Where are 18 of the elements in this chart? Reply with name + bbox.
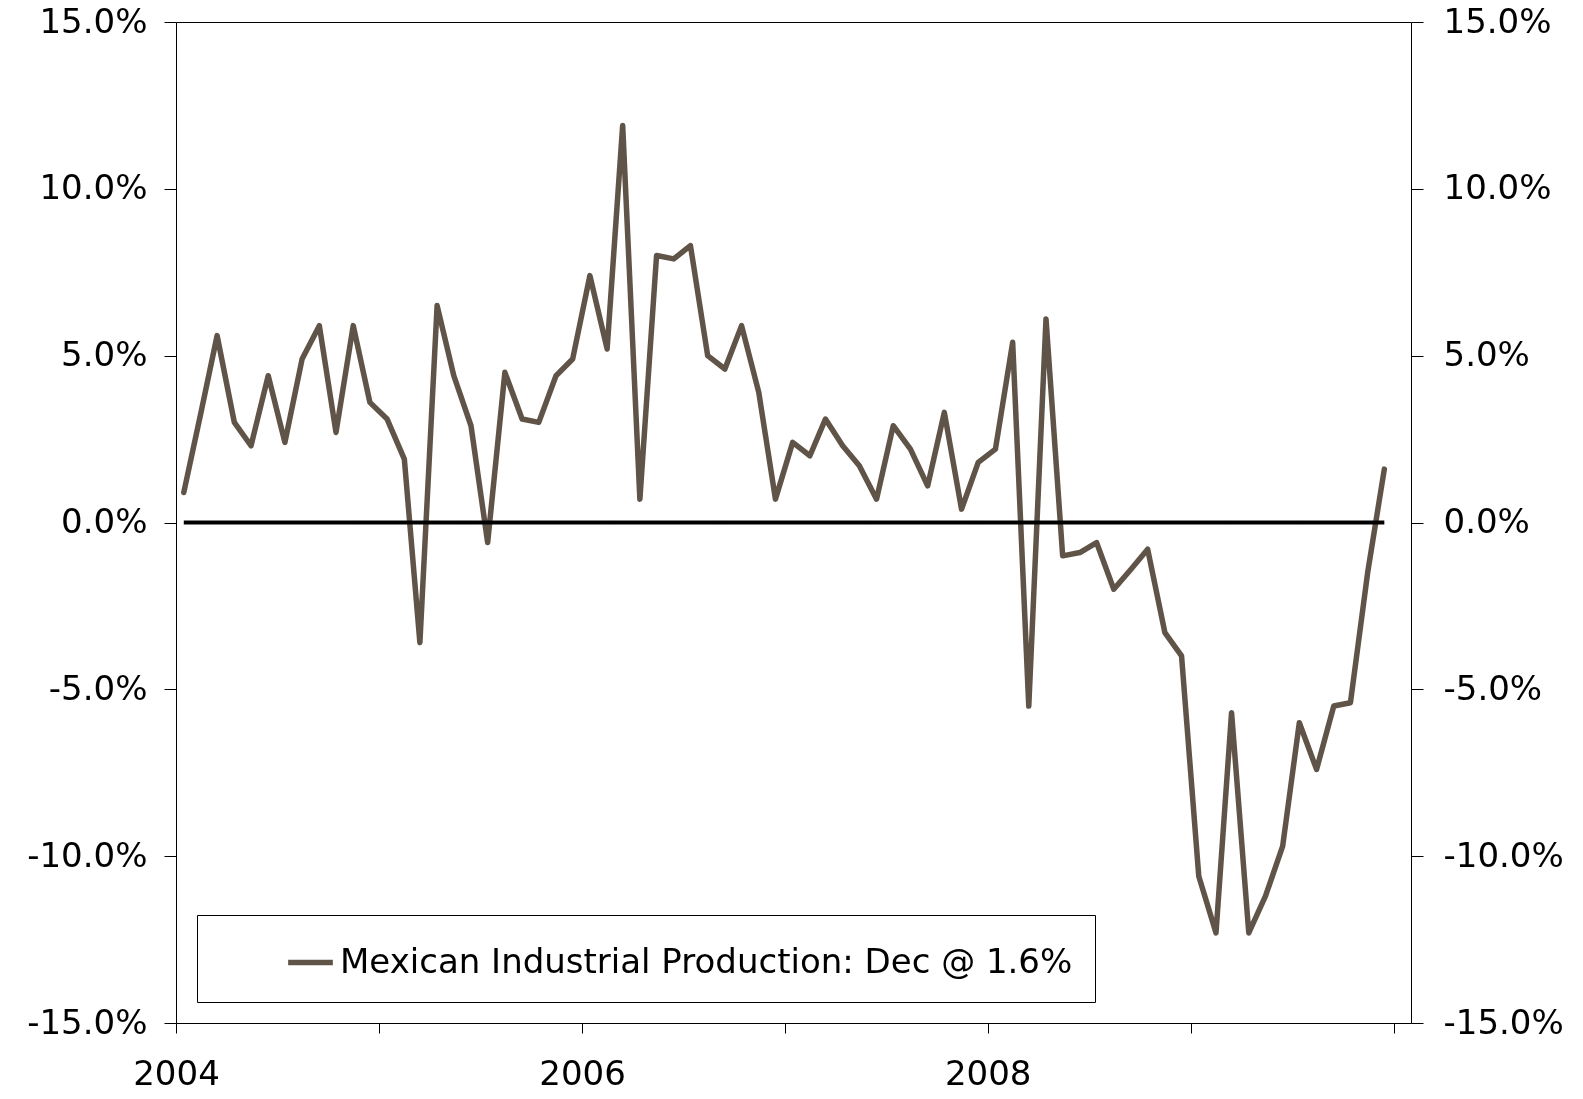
- y2-tick-label: 5.0%: [1443, 334, 1530, 375]
- y2-tick-label: 10.0%: [1443, 167, 1552, 208]
- y2-tick-label: -5.0%: [1443, 667, 1543, 708]
- y2-tick-label: -10.0%: [1443, 834, 1564, 875]
- y2-tick-label: -15.0%: [1443, 1001, 1564, 1042]
- x-tick-label: 2004: [133, 1052, 220, 1093]
- y-tick-label: -15.0%: [27, 1001, 148, 1042]
- x-tick-label: 2008: [944, 1052, 1032, 1093]
- legend-label: Mexican Industrial Production: Dec @ 1.6%: [340, 940, 1073, 981]
- y-tick-label: 15.0%: [39, 0, 148, 41]
- y2-tick-label: 0.0%: [1443, 501, 1530, 541]
- y2-tick-label: 15.0%: [1443, 0, 1552, 41]
- x-tick-label: 2006: [539, 1052, 626, 1093]
- y-tick-label: 5.0%: [61, 334, 148, 375]
- y-tick-label: -5.0%: [48, 667, 148, 708]
- y-tick-label: -10.0%: [27, 834, 148, 875]
- y-tick-label: 10.0%: [39, 167, 148, 208]
- y-tick-label: 0.0%: [61, 501, 148, 541]
